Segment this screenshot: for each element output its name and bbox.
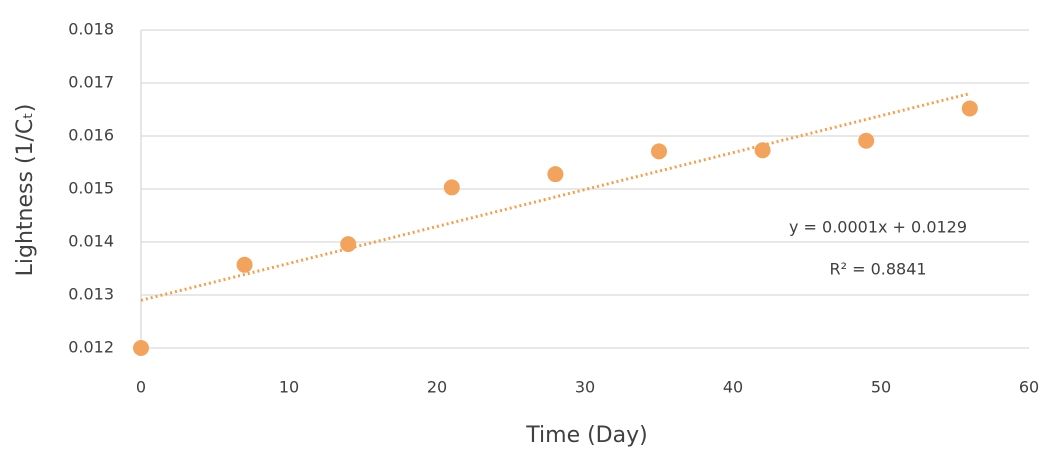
data-point — [961, 100, 978, 117]
x-tick-label: 60 — [1019, 378, 1039, 397]
data-point — [236, 256, 253, 273]
x-tick-label: 40 — [723, 378, 743, 397]
data-point — [133, 340, 149, 356]
trendline — [140, 92, 971, 302]
data-point — [340, 236, 357, 253]
y-tick-label: 0.014 — [68, 232, 114, 251]
x-tick-label: 10 — [279, 378, 299, 397]
y-tick-label: 0.012 — [68, 338, 114, 357]
y-tick-label: 0.016 — [68, 126, 114, 145]
y-axis-title: Lightness (1/Cₜ) — [13, 104, 38, 277]
r-squared-label: R² = 0.8841 — [829, 260, 926, 279]
x-tick-label: 20 — [427, 378, 447, 397]
y-tick-label: 0.018 — [68, 20, 114, 39]
y-tick-label: 0.013 — [68, 285, 114, 304]
x-tick-label: 30 — [575, 378, 595, 397]
x-tick-label: 0 — [136, 378, 146, 397]
data-point — [547, 166, 564, 183]
y-tick-label: 0.015 — [68, 179, 114, 198]
data-point — [754, 142, 771, 159]
data-point — [651, 143, 667, 160]
equation-label: y = 0.0001x + 0.0129 — [789, 218, 967, 237]
x-tick-label: 50 — [871, 378, 891, 397]
data-point — [858, 132, 875, 149]
y-tick-label: 0.017 — [68, 73, 114, 92]
x-axis-title: Time (Day) — [525, 423, 647, 448]
data-point — [443, 179, 460, 196]
